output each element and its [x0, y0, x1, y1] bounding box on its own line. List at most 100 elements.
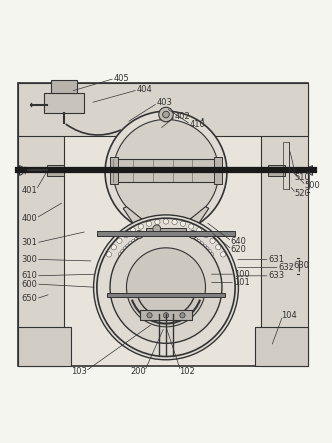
- Circle shape: [189, 224, 194, 229]
- Circle shape: [137, 236, 142, 240]
- Circle shape: [134, 237, 139, 242]
- Circle shape: [151, 230, 156, 235]
- Circle shape: [106, 252, 112, 257]
- Bar: [214, 157, 222, 184]
- Text: 404: 404: [137, 85, 152, 94]
- Text: 620: 620: [230, 245, 246, 254]
- Circle shape: [119, 252, 123, 257]
- Text: 102: 102: [180, 367, 195, 376]
- Circle shape: [180, 221, 186, 226]
- Text: 301: 301: [22, 238, 37, 247]
- Circle shape: [158, 229, 163, 234]
- Text: 630: 630: [293, 261, 309, 270]
- Polygon shape: [309, 166, 312, 175]
- Circle shape: [155, 219, 160, 225]
- Circle shape: [117, 238, 122, 243]
- Bar: [146, 228, 186, 236]
- Text: 610: 610: [22, 271, 37, 280]
- Circle shape: [110, 231, 222, 343]
- Text: 520: 520: [295, 189, 310, 198]
- Circle shape: [144, 233, 149, 237]
- Circle shape: [207, 249, 211, 254]
- Text: 103: 103: [71, 367, 87, 376]
- Text: 631: 631: [268, 255, 284, 264]
- Circle shape: [189, 231, 197, 238]
- Circle shape: [180, 231, 185, 236]
- Circle shape: [196, 239, 201, 244]
- Polygon shape: [123, 207, 209, 233]
- Circle shape: [204, 233, 209, 238]
- Circle shape: [123, 233, 128, 238]
- Circle shape: [163, 219, 169, 224]
- Bar: [113, 159, 219, 182]
- Bar: [255, 327, 307, 366]
- Circle shape: [162, 229, 166, 234]
- Bar: [18, 327, 70, 366]
- Circle shape: [220, 252, 226, 257]
- Circle shape: [111, 245, 117, 250]
- Bar: [44, 93, 84, 113]
- Text: 640: 640: [230, 237, 246, 246]
- Circle shape: [146, 221, 152, 226]
- Polygon shape: [20, 166, 23, 175]
- Circle shape: [210, 238, 215, 243]
- Circle shape: [173, 230, 177, 234]
- Bar: [18, 83, 307, 136]
- Circle shape: [180, 313, 185, 318]
- Bar: [262, 83, 307, 366]
- Circle shape: [193, 237, 198, 242]
- Circle shape: [128, 241, 133, 246]
- Circle shape: [130, 228, 136, 233]
- Text: 104: 104: [282, 311, 297, 320]
- Bar: [97, 231, 235, 236]
- Circle shape: [147, 231, 152, 236]
- Text: 410: 410: [189, 120, 205, 129]
- Circle shape: [176, 230, 181, 235]
- Circle shape: [163, 111, 169, 118]
- Circle shape: [196, 228, 202, 233]
- Text: 200: 200: [130, 367, 146, 376]
- Circle shape: [155, 230, 159, 234]
- Circle shape: [94, 215, 238, 360]
- Text: 510: 510: [295, 173, 310, 182]
- Circle shape: [121, 249, 125, 254]
- Circle shape: [126, 248, 206, 327]
- Bar: [18, 83, 307, 366]
- Circle shape: [125, 244, 130, 249]
- Text: 300: 300: [22, 255, 37, 264]
- Circle shape: [147, 313, 152, 318]
- Circle shape: [163, 313, 169, 318]
- Text: 600: 600: [22, 280, 37, 288]
- Circle shape: [131, 239, 136, 244]
- Bar: [18, 83, 64, 366]
- Text: 650: 650: [22, 294, 37, 303]
- Circle shape: [135, 231, 143, 238]
- Bar: [268, 165, 285, 176]
- Circle shape: [187, 234, 191, 239]
- Text: 100: 100: [234, 270, 250, 279]
- Circle shape: [159, 107, 173, 122]
- Text: 632: 632: [278, 263, 294, 272]
- Text: 402: 402: [175, 112, 190, 120]
- Bar: [140, 311, 192, 320]
- Circle shape: [190, 236, 195, 240]
- Circle shape: [113, 120, 219, 225]
- Text: 403: 403: [156, 98, 172, 108]
- Circle shape: [204, 247, 209, 251]
- Text: 401: 401: [22, 186, 37, 195]
- Circle shape: [209, 252, 213, 257]
- Text: 405: 405: [114, 74, 129, 83]
- Circle shape: [123, 247, 128, 251]
- Bar: [283, 143, 290, 189]
- Text: 500: 500: [305, 181, 320, 190]
- Circle shape: [215, 245, 221, 250]
- Bar: [110, 157, 118, 184]
- Circle shape: [183, 233, 188, 237]
- Text: 101: 101: [234, 278, 250, 287]
- Circle shape: [169, 229, 174, 234]
- Circle shape: [202, 244, 207, 249]
- Bar: [47, 165, 64, 176]
- Circle shape: [141, 234, 145, 239]
- Bar: [51, 80, 77, 93]
- Circle shape: [199, 241, 204, 246]
